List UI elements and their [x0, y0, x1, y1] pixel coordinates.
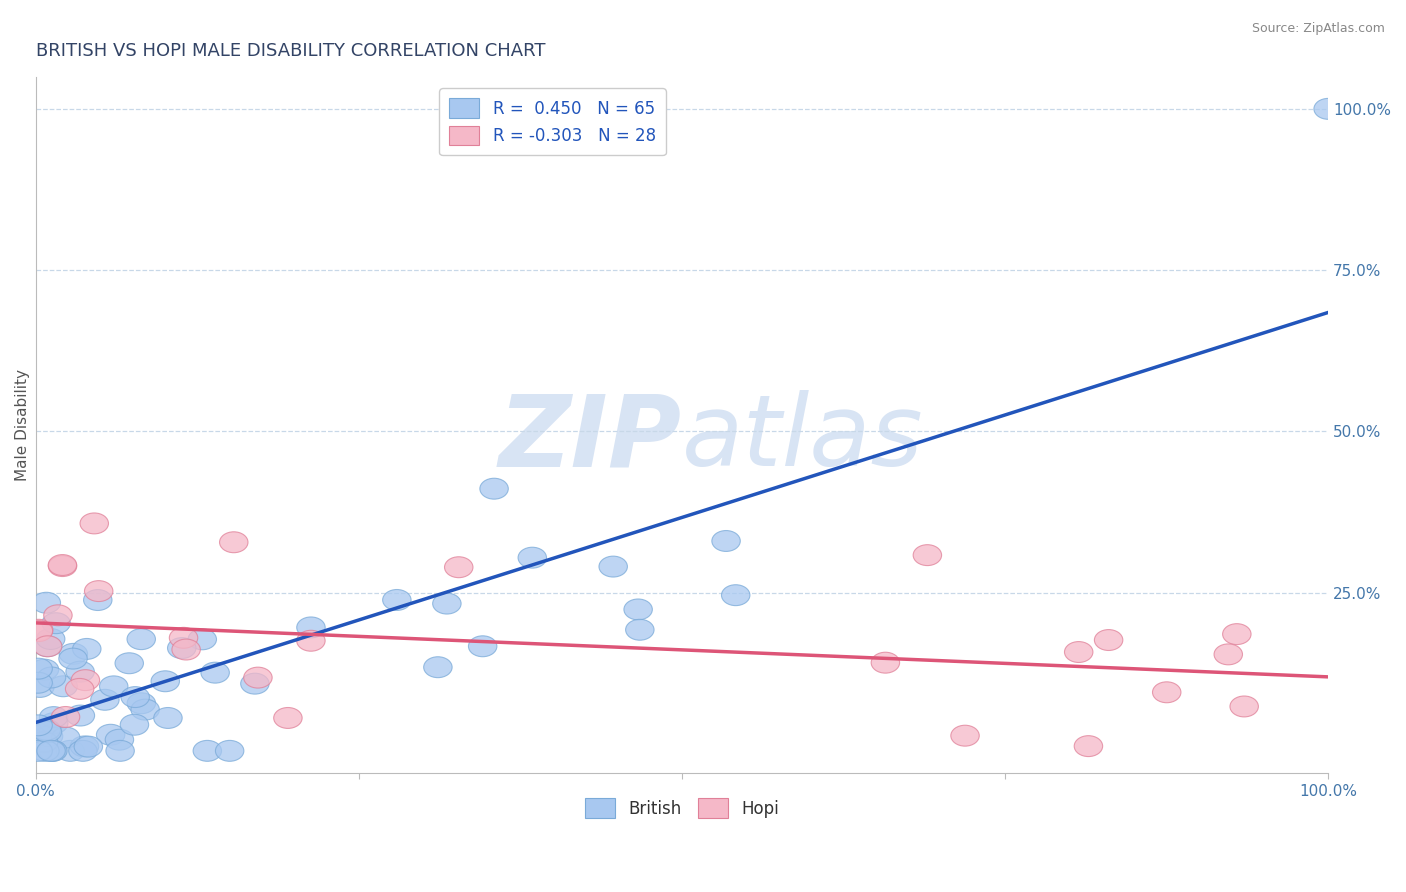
Legend: British, Hopi: British, Hopi [578, 792, 786, 824]
Text: ZIP: ZIP [499, 391, 682, 487]
Text: BRITISH VS HOPI MALE DISABILITY CORRELATION CHART: BRITISH VS HOPI MALE DISABILITY CORRELAT… [35, 42, 546, 60]
Text: atlas: atlas [682, 391, 924, 487]
Y-axis label: Male Disability: Male Disability [15, 369, 30, 481]
Text: Source: ZipAtlas.com: Source: ZipAtlas.com [1251, 22, 1385, 36]
